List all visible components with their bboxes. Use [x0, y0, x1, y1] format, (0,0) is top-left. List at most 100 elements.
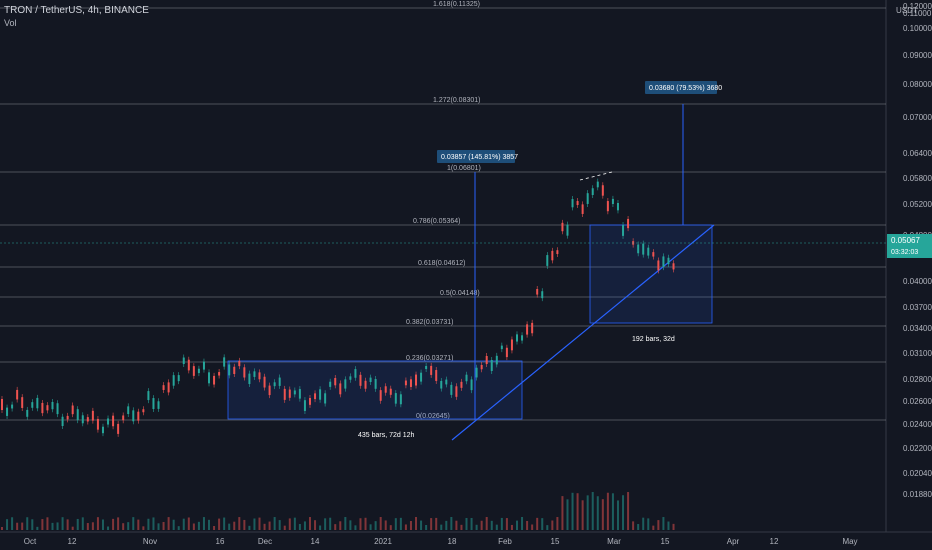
volume-bar	[425, 524, 428, 530]
volume-bar	[76, 518, 79, 530]
time-tick-label: Apr	[727, 537, 740, 546]
candle-body	[495, 355, 498, 365]
volume-bar	[122, 523, 125, 530]
volume-bar	[455, 520, 458, 530]
candle-body	[622, 224, 625, 236]
volume-bar	[101, 519, 104, 530]
price-tick-label: 0.06400	[903, 149, 932, 158]
candle-body	[445, 379, 448, 385]
volume-bar	[490, 520, 493, 530]
time-tick-label: 12	[770, 537, 779, 546]
candle-body	[435, 370, 438, 381]
volume-bar	[117, 517, 120, 530]
time-tick-label: Dec	[258, 537, 272, 546]
price-tick-label: 0.03700	[903, 303, 932, 312]
candle-body	[112, 415, 115, 427]
volume-bar	[11, 517, 14, 530]
candle-body	[11, 404, 14, 409]
fib-level-label: 0.786(0.05364)	[413, 218, 460, 225]
volume-bar	[51, 522, 54, 530]
candle-body	[182, 357, 185, 365]
volume-bar	[132, 517, 135, 530]
price-tick-label: 0.01880	[903, 490, 932, 499]
candle-body	[96, 418, 99, 430]
volume-bar	[21, 522, 24, 530]
volume-bar	[298, 523, 301, 530]
volume-bar	[288, 518, 291, 530]
candle-body	[147, 391, 150, 401]
volume-bar	[616, 500, 619, 530]
candle-body	[465, 374, 468, 382]
volume-bar	[667, 521, 670, 530]
candle-body	[490, 360, 493, 371]
candle-body	[278, 377, 281, 386]
volume-bar	[16, 522, 19, 530]
volume-bar	[303, 521, 306, 530]
candle-body	[611, 198, 614, 205]
volume-bar	[162, 521, 165, 530]
range-box-1	[227, 360, 523, 420]
candle-body	[1, 399, 3, 410]
volume-bar	[480, 520, 483, 530]
candle-body	[248, 373, 251, 384]
candle-body	[101, 426, 104, 434]
candle-body	[571, 199, 574, 208]
candle-body	[339, 383, 342, 395]
volume-bar	[642, 517, 645, 530]
volume-bar	[81, 517, 84, 530]
range-box-2	[589, 224, 713, 324]
candle-body	[76, 409, 79, 421]
candle-body	[374, 379, 377, 389]
candle-body	[283, 388, 286, 400]
time-tick-label: 15	[551, 537, 560, 546]
volume-bar	[167, 517, 170, 530]
volume-bar	[329, 517, 332, 530]
volume-bar	[86, 523, 89, 530]
volume-bar	[404, 524, 407, 530]
volume-bar	[556, 517, 559, 530]
candle-body	[132, 410, 135, 422]
candle-body	[637, 244, 640, 254]
candle-body	[253, 371, 256, 377]
candle-body	[415, 374, 418, 386]
candle-body	[223, 357, 226, 367]
volume-bar	[127, 522, 130, 530]
candle-body	[359, 374, 362, 386]
price-tick-label: 0.12000	[903, 2, 932, 11]
candle-body	[642, 243, 645, 255]
candle-body	[6, 407, 9, 416]
candle-body	[475, 367, 478, 378]
last-price-tag	[887, 234, 932, 258]
trendline-dashed	[579, 171, 613, 181]
volume-bar	[283, 525, 286, 530]
volume-bar	[546, 525, 549, 530]
volume-bar	[142, 526, 145, 530]
volume-bar	[526, 520, 529, 530]
candle-body	[369, 377, 372, 383]
candle-body	[591, 188, 594, 196]
candle-body	[228, 364, 231, 376]
candle-body	[233, 366, 236, 374]
volume-bar	[208, 519, 211, 530]
candle-body	[167, 382, 170, 393]
volume-bar	[293, 517, 296, 530]
symbol-title: TRON / TetherUS, 4h, BINANCE	[4, 5, 149, 16]
price-tick-label: 0.08000	[903, 80, 932, 89]
candle-body	[470, 379, 473, 391]
candle-body	[541, 291, 544, 299]
volume-bar	[61, 517, 64, 530]
volume-bar	[334, 524, 337, 530]
candle-body	[16, 389, 19, 400]
volume-bar	[475, 524, 478, 530]
volume-bar	[359, 518, 362, 530]
candle-body	[208, 372, 211, 384]
candle-body	[455, 386, 458, 397]
candle-body	[521, 335, 524, 341]
volume-bar	[571, 492, 574, 530]
candle-body	[26, 409, 29, 417]
candle-body	[379, 390, 382, 401]
volume-bar	[112, 518, 115, 530]
candle-body	[505, 347, 508, 358]
